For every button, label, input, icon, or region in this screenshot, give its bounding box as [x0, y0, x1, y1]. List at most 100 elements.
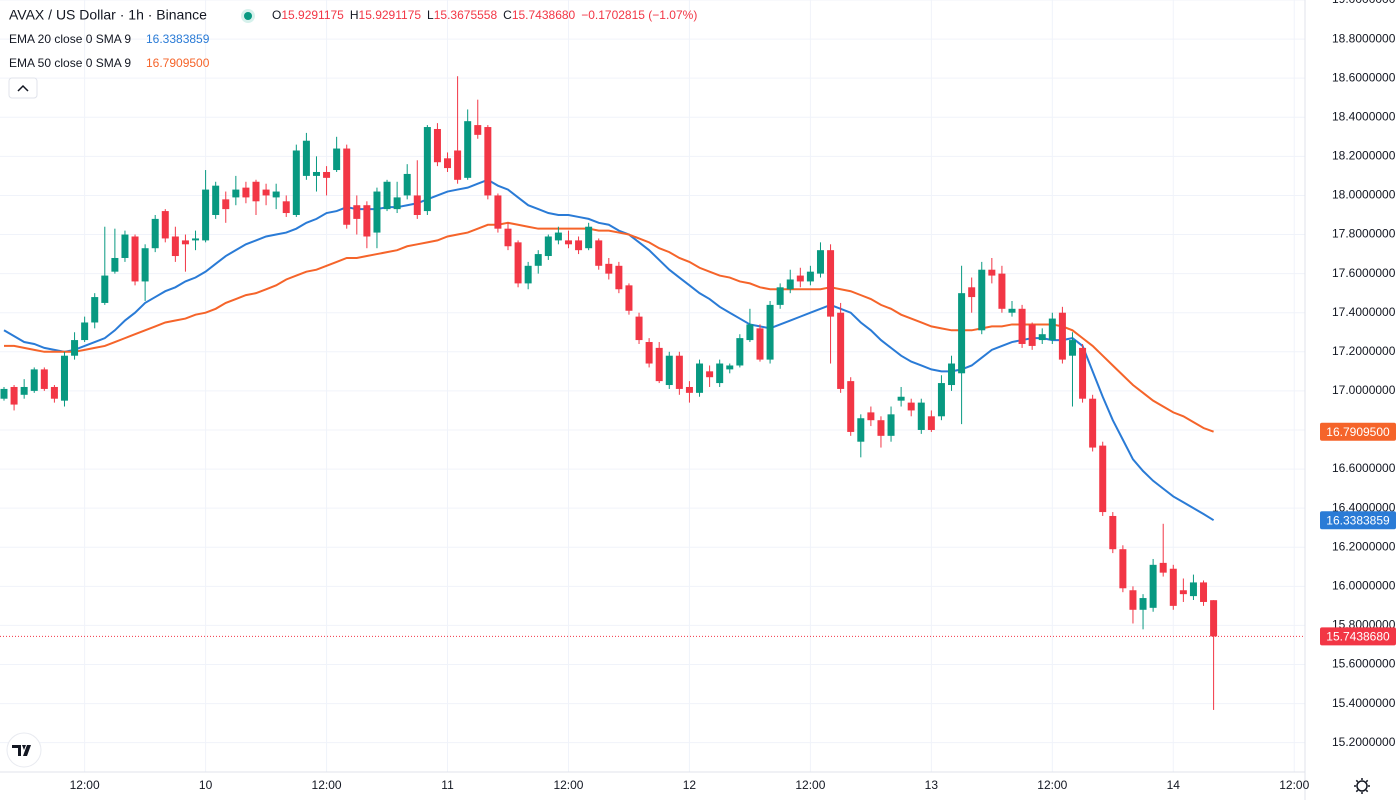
- y-tick-label: 17.4000000: [1332, 305, 1396, 319]
- x-tick-label: 12:00: [312, 778, 342, 792]
- candle-body: [635, 316, 643, 341]
- candle-body: [665, 355, 673, 386]
- candle-body: [262, 189, 270, 196]
- ema-price-tag-box: [1320, 422, 1396, 441]
- candle-body: [1038, 334, 1046, 341]
- indicator-name: EMA 50 close 0 SMA 9: [9, 56, 131, 70]
- x-tick-label: 12:00: [70, 778, 100, 792]
- ohlc-value: 15.3675558: [434, 8, 498, 22]
- candle-body: [171, 236, 179, 257]
- candle-body: [776, 287, 784, 305]
- candle-body: [192, 238, 200, 241]
- candle-body: [1129, 590, 1137, 610]
- candle-body: [302, 140, 310, 176]
- candle-body: [222, 199, 230, 210]
- candle-body: [756, 328, 764, 360]
- candle-body: [10, 386, 18, 405]
- x-tick-label: 10: [199, 778, 213, 792]
- candle-body: [585, 226, 593, 249]
- candle-body: [867, 412, 875, 421]
- price-tags: 16.3383859 16.7909500 15.7438680: [0, 422, 1396, 646]
- y-tick-label: 17.2000000: [1332, 344, 1396, 358]
- candle-body: [71, 340, 79, 356]
- settings-icon[interactable]: [1356, 780, 1368, 792]
- candle-body: [373, 191, 381, 233]
- candle-body: [353, 205, 361, 219]
- candle-body: [232, 189, 240, 198]
- status-dot: [244, 12, 252, 20]
- candle-body: [746, 324, 754, 341]
- settings-icon-teeth: [1354, 778, 1370, 794]
- y-tick-label: 16.6000000: [1332, 461, 1396, 475]
- candle-body: [292, 150, 300, 215]
- candle-body: [595, 240, 603, 266]
- candle-body: [958, 293, 966, 374]
- candle-body: [897, 396, 905, 401]
- collapse-button-box[interactable]: [8, 77, 38, 99]
- last-price-tag-box: [1320, 627, 1396, 646]
- candle-body: [1210, 600, 1218, 637]
- y-tick-label: 19.0000000: [1332, 0, 1396, 6]
- candle-body: [1159, 562, 1167, 573]
- candle-body: [252, 181, 260, 202]
- candle-body: [706, 371, 714, 378]
- candle-body: [151, 218, 159, 249]
- indicator-value: 16.3383859: [146, 32, 210, 46]
- candle-body: [605, 263, 613, 274]
- settings-button[interactable]: [1354, 778, 1370, 794]
- candle-body: [514, 242, 522, 284]
- ema-line: [3, 178, 1215, 522]
- y-tick-label: 15.6000000: [1332, 657, 1396, 671]
- candle-body: [1109, 515, 1117, 550]
- ema-price-tag-label: 16.7909500: [1326, 425, 1390, 439]
- candle-body: [917, 402, 925, 430]
- candle-body: [403, 173, 411, 196]
- candle-body: [323, 171, 331, 178]
- candle-body: [816, 250, 824, 274]
- candle-body: [111, 257, 119, 272]
- candle-body: [1048, 318, 1056, 341]
- candle-body: [998, 273, 1006, 309]
- tv-logo[interactable]: [6, 732, 42, 768]
- candle-body: [161, 211, 169, 239]
- candle-body: [242, 187, 250, 198]
- candle-body: [736, 338, 744, 366]
- y-tick-label: 16.0000000: [1332, 579, 1396, 593]
- ohlc-key: C: [503, 8, 512, 22]
- ema-line: [4, 221, 1214, 433]
- candle-body: [464, 121, 472, 178]
- candle-body: [494, 195, 502, 229]
- candle-body: [968, 287, 976, 298]
- candle-body: [363, 205, 371, 237]
- y-tick-label: 18.6000000: [1332, 70, 1396, 84]
- y-tick-label: 15.2000000: [1332, 735, 1396, 749]
- candle-body: [806, 271, 814, 282]
- logo-mark: [12, 745, 31, 756]
- candle-body: [333, 148, 341, 171]
- candle-body: [343, 148, 351, 225]
- candle-body: [978, 269, 986, 331]
- last-price-tag-label: 15.7438680: [1326, 630, 1390, 644]
- candle-body: [675, 355, 683, 389]
- y-tick-label: 18.8000000: [1332, 31, 1396, 45]
- candle-body: [615, 265, 623, 290]
- candle-body: [1008, 308, 1016, 313]
- candle-body: [887, 414, 895, 436]
- candle-body: [30, 369, 38, 391]
- candle-body: [1058, 312, 1066, 360]
- candle-body: [60, 355, 68, 401]
- collapse-button[interactable]: [8, 77, 38, 99]
- candle-body: [857, 418, 865, 442]
- indicator-lines: [3, 178, 1215, 522]
- candle-body: [564, 240, 572, 245]
- candle-body: [101, 275, 109, 303]
- candle-body: [988, 269, 996, 276]
- candle-body: [544, 236, 552, 257]
- candle-body: [282, 201, 290, 214]
- candle-body: [1018, 308, 1026, 344]
- candle-body: [433, 128, 441, 163]
- ohlc-value: 15.9291175: [281, 8, 344, 22]
- y-tick-label: 17.6000000: [1332, 266, 1396, 280]
